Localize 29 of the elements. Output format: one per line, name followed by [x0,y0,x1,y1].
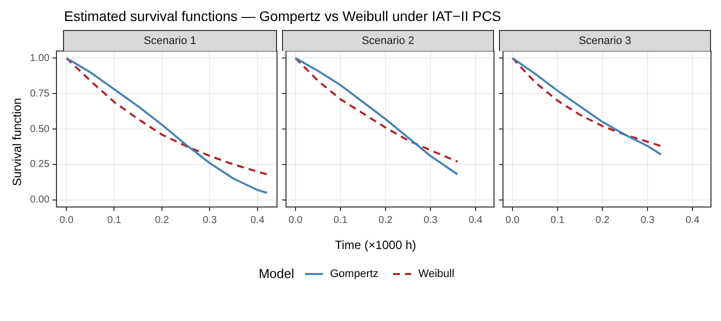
x-tick-label: 0.4 [468,214,483,226]
x-tick-label: 0.3 [424,214,438,226]
x-tick-label: 0.0 [506,214,520,226]
y-tick-label: 0.25 [30,159,50,170]
x-axis-title: Time (×1000 h) [334,238,418,252]
chart-subtitle: Scenario 3 [499,30,711,51]
y-tick-label: 0.50 [30,124,50,135]
x-tick-label: 0.4 [686,214,700,226]
x-tick-label: 0.2 [596,214,610,226]
y-axis-title: Survival function [10,98,24,186]
y-tick-label: 1.00 [30,52,50,64]
legend-label: Weibull [418,268,454,280]
x-tick-label: 0.2 [378,214,393,226]
chart-subtitle: Scenario 1 [63,30,277,51]
legend-title: Model [258,266,294,281]
y-tick-label: 0.75 [30,88,50,100]
x-tick-label: 0.2 [155,214,170,226]
x-tick-label: 0.0 [60,214,74,226]
x-tick-label: 0.1 [107,214,122,226]
chart-title: Estimated survival functions — Gompertz vs Weibull under IAT−II PCS [64,8,502,24]
x-tick-label: 0.3 [640,214,655,226]
legend-label: Gompertz [330,268,378,280]
chart-subtitle: Scenario 2 [282,30,494,51]
x-tick-label: 0.1 [550,214,565,226]
y-tick-label: 0.00 [30,194,50,206]
x-tick-label: 0.3 [202,214,218,226]
x-tick-label: 0.1 [334,214,348,226]
x-tick-label: 0.4 [250,214,265,226]
x-tick-label: 0.0 [288,214,303,226]
